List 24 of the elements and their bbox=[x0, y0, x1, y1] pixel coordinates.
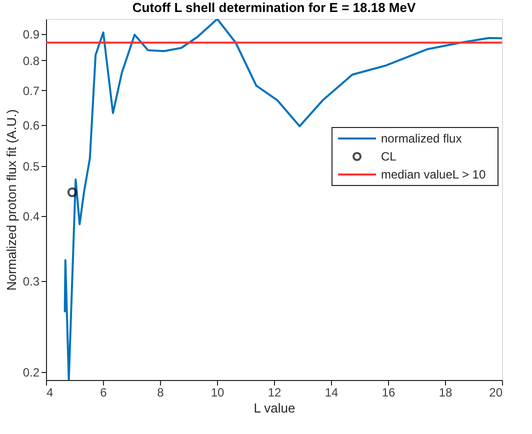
y-tick-label: 0.9 bbox=[22, 27, 40, 42]
y-tick-label: 0.7 bbox=[22, 84, 40, 98]
x-tick-label: 8 bbox=[157, 386, 164, 400]
y-tick-label: 0.3 bbox=[22, 274, 40, 288]
line-series bbox=[64, 19, 502, 380]
legend-label: CL bbox=[381, 150, 397, 164]
legend-label: normalized flux bbox=[381, 132, 462, 146]
legend-label: median valueL > 10 bbox=[381, 168, 486, 182]
chart-title: Cutoff L shell determination for E = 18.18 MeV bbox=[132, 0, 416, 15]
x-tick-label: 20 bbox=[489, 386, 503, 400]
x-tick-label: 12 bbox=[268, 386, 282, 400]
x-tick-label: 16 bbox=[382, 386, 396, 400]
x-tick-label: 4 bbox=[46, 386, 54, 400]
y-tick-label: 0.6 bbox=[22, 118, 40, 133]
y-tick-label: 0.2 bbox=[22, 365, 40, 380]
x-axis-title: L value bbox=[254, 400, 296, 416]
y-tick-label: 0.4 bbox=[22, 210, 40, 224]
x-tick-label: 18 bbox=[438, 386, 452, 400]
y-tick-label: 0.8 bbox=[22, 54, 40, 68]
y-axis-title: Normalized proton flux fit (A.U.) bbox=[4, 109, 19, 291]
x-tick-label: 10 bbox=[210, 386, 224, 400]
x-tick-label: 14 bbox=[324, 386, 338, 400]
y-tick-label: 0.5 bbox=[22, 160, 40, 174]
x-tick-label: 6 bbox=[100, 386, 108, 400]
